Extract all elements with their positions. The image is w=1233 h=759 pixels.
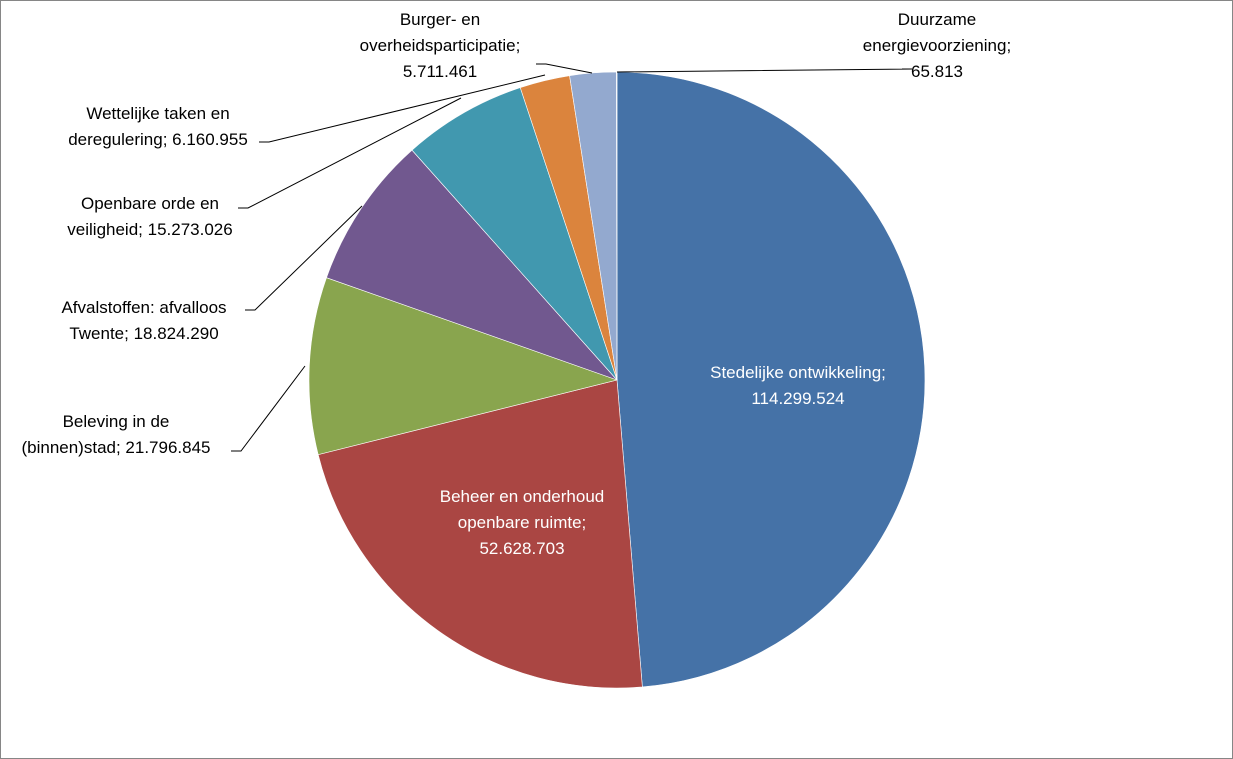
data-label-line: 52.628.703 [479, 539, 564, 558]
data-label-line: Openbare orde en [81, 194, 219, 213]
data-label-duurzame-energievoorziening: Duurzame energievoorziening; 65.813 [863, 10, 1011, 81]
data-label-line: Beheer en onderhoud [440, 487, 604, 506]
data-label-beleving-in-de-binnen-stad: Beleving in de (binnen)stad; 21.796.845 [21, 412, 210, 457]
data-label-line: veiligheid; 15.273.026 [67, 220, 232, 239]
pie-slice-beheer-en-onderhoud-openbare-ruimte [317, 379, 643, 689]
pie-slice-duurzame-energievoorziening [616, 71, 618, 381]
data-label-line: Afvalstoffen: afvalloos [61, 298, 226, 317]
pie-slice-beleving-in-de-binnen-stad [308, 277, 619, 455]
data-label-afvalstoffen-afvalloos-twente: Afvalstoffen: afvalloos Twente; 18.824.29… [61, 298, 226, 343]
data-label-line: deregulering; 6.160.955 [68, 130, 248, 149]
data-label-burger-en-overheidsparticipatie: Burger- en overheidsparticipatie; 5.711.46… [360, 10, 521, 81]
data-labels: Stedelijke ontwikkeling; 114.299.524 Behee… [21, 10, 1011, 558]
leader-line-burger-en-overheidsparticipatie [536, 63, 593, 74]
data-label-stedelijke-ontwikkeling: Stedelijke ontwikkeling; 114.299.524 [710, 363, 886, 408]
data-label-line: Beleving in de [63, 412, 170, 431]
pie-slices [308, 71, 926, 689]
data-label-line: Stedelijke ontwikkeling; [710, 363, 886, 382]
pie-slice-afvalstoffen-afvalloos-twente [326, 149, 618, 381]
data-label-line: 114.299.524 [751, 389, 844, 408]
leader-lines [231, 63, 913, 452]
data-label-line: Duurzame [898, 10, 976, 29]
data-label-line: Burger- en [400, 10, 480, 29]
data-label-line: overheidsparticipatie; [360, 36, 521, 55]
data-label-wettelijke-taken-en-deregulering: Wettelijke taken en deregulering; 6.160.9… [68, 104, 248, 149]
data-label-line: (binnen)stad; 21.796.845 [21, 438, 210, 457]
data-label-beheer-en-onderhoud-openbare-ruimte: Beheer en onderhoud openbare ruimte; 52.62… [440, 487, 604, 558]
data-label-openbare-orde-en-veiligheid: Openbare orde en veiligheid; 15.273.026 [67, 194, 232, 239]
pie-slice-stedelijke-ontwikkeling [616, 71, 926, 688]
data-label-line: 5.711.461 [403, 62, 477, 81]
pie-slice-openbare-orde-en-veiligheid [411, 87, 618, 381]
leader-line-duurzame-energievoorziening [616, 68, 913, 73]
data-label-line: 65.813 [911, 62, 963, 81]
leader-line-beleving-in-de-binnen-stad [231, 365, 306, 452]
data-label-line: energievoorziening; [863, 36, 1011, 55]
data-label-line: Wettelijke taken en [86, 104, 229, 123]
leader-line-afvalstoffen-afvalloos-twente [245, 205, 363, 311]
data-label-line: Twente; 18.824.290 [69, 324, 218, 343]
leader-line-wettelijke-taken-en-deregulering [259, 74, 546, 143]
leader-line-openbare-orde-en-veiligheid [238, 97, 462, 209]
data-label-line: openbare ruimte; [458, 513, 587, 532]
